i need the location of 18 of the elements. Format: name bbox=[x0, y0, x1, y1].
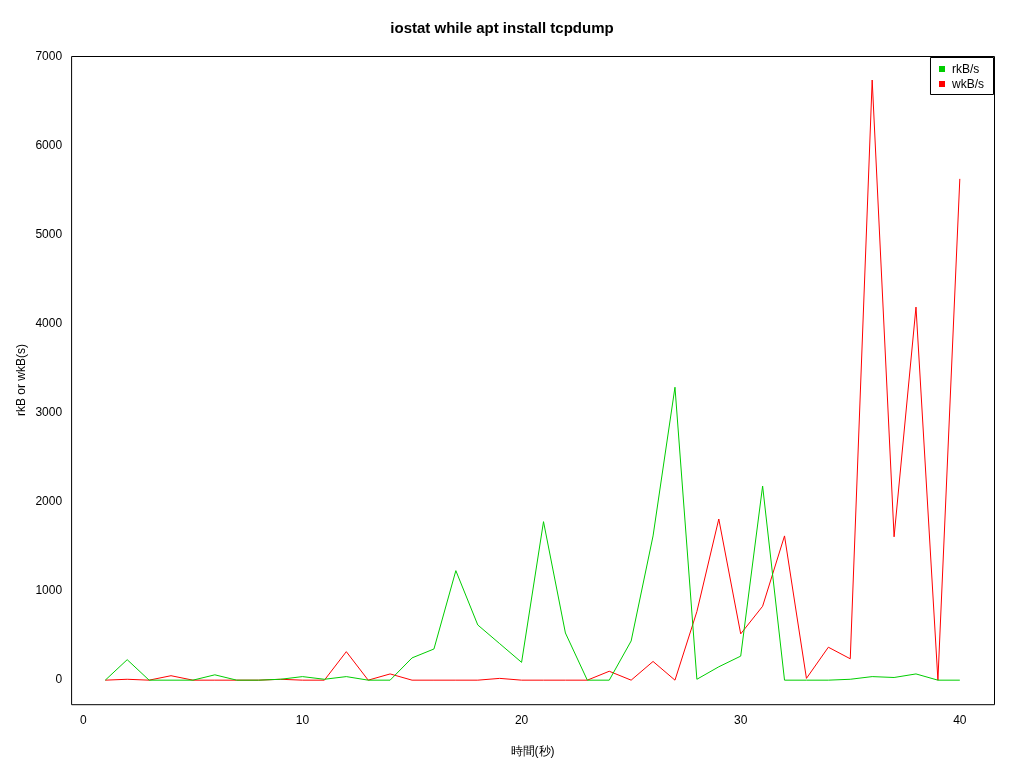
x-tick-label: 0 bbox=[80, 712, 88, 727]
y-tick-label: 6000 bbox=[35, 138, 63, 153]
y-tick-label: 5000 bbox=[35, 227, 63, 242]
y-tick-label: 7000 bbox=[35, 49, 63, 64]
x-tick-label: 10 bbox=[295, 712, 310, 727]
x-axis-title: 時間(秒) bbox=[510, 744, 555, 759]
x-tick-label: 20 bbox=[514, 712, 529, 727]
x-tick-label: 40 bbox=[953, 712, 967, 727]
y-tick-label: 3000 bbox=[35, 405, 63, 420]
y-tick-label: 2000 bbox=[35, 494, 63, 509]
y-tick-label: 4000 bbox=[35, 316, 63, 331]
y-tick-label: 0 bbox=[55, 672, 63, 687]
chart-title: iostat while apt install tcpdump bbox=[390, 19, 614, 37]
x-tick-label: 30 bbox=[734, 712, 748, 727]
legend-label: rkB/s bbox=[952, 62, 980, 77]
y-axis-title: rkB or wkB(s) bbox=[13, 344, 28, 417]
legend-label: wkB/s bbox=[951, 77, 985, 92]
y-tick-label: 1000 bbox=[35, 583, 63, 598]
